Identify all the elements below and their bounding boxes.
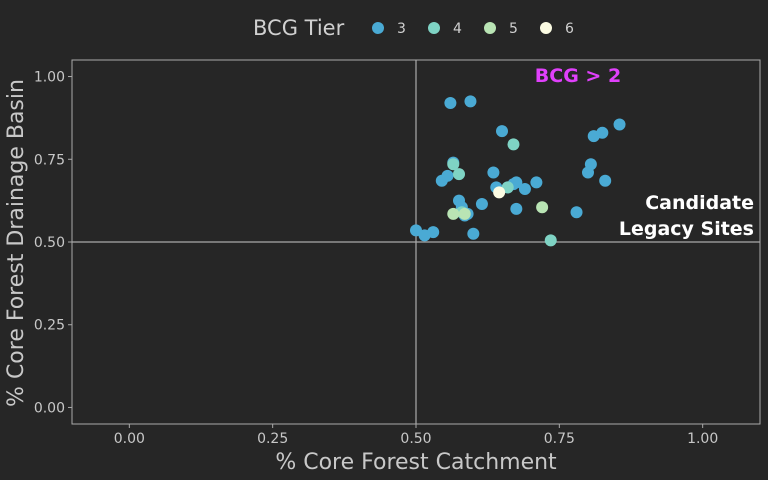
y-tick-label: 0.75 xyxy=(34,152,65,168)
y-tick-label: 0.50 xyxy=(34,235,65,251)
x-tick-label: 0.50 xyxy=(400,431,431,447)
legend: BCG Tier 3 4 5 6 xyxy=(253,16,574,40)
data-point-tier-3 xyxy=(613,118,626,131)
y-axis-title: % Core Forest Drainage Basin xyxy=(4,79,29,407)
x-tick-label: 1.00 xyxy=(687,431,718,447)
annotation-bcg-gt-2: BCG > 2 xyxy=(535,65,621,87)
legend-title: BCG Tier xyxy=(253,16,345,40)
y-tick-label: 1.00 xyxy=(34,70,65,86)
data-point-tier-5 xyxy=(447,207,460,220)
data-point-tier-3 xyxy=(444,97,457,110)
data-point-tier-3 xyxy=(487,166,500,179)
data-point-tier-3 xyxy=(510,202,523,215)
data-point-tier-3 xyxy=(496,125,508,138)
data-point-tier-4 xyxy=(453,168,465,181)
data-point-tier-3 xyxy=(596,126,609,139)
data-point-tier-4 xyxy=(507,138,520,151)
data-point-tier-3 xyxy=(599,174,612,187)
data-point-tier-3 xyxy=(518,183,531,196)
x-axis-title: % Core Forest Catchment xyxy=(275,450,557,475)
legend-key-3 xyxy=(372,22,384,34)
data-point-tier-5 xyxy=(536,201,549,214)
data-point-tier-3 xyxy=(467,227,480,240)
annotation-legacy-sites: Legacy Sites xyxy=(619,218,754,240)
y-tick-label: 0.25 xyxy=(34,318,65,334)
data-point-tier-3 xyxy=(427,226,440,239)
data-point-tier-3 xyxy=(530,176,543,189)
legend-key-6 xyxy=(540,22,552,34)
data-point-tier-5 xyxy=(458,207,471,220)
legend-key-5 xyxy=(484,22,496,34)
legend-label-6: 6 xyxy=(565,21,574,37)
x-tick-label: 0.25 xyxy=(257,431,288,447)
data-point-tier-4 xyxy=(447,158,460,171)
legend-label-3: 3 xyxy=(397,21,406,37)
legend-label-5: 5 xyxy=(509,21,518,37)
legend-key-4 xyxy=(428,22,440,34)
legend-label-4: 4 xyxy=(453,21,462,37)
data-point-tier-3 xyxy=(475,197,488,210)
data-point-tier-4 xyxy=(544,234,557,247)
data-point-tier-3 xyxy=(464,95,477,108)
x-tick-label: 0.75 xyxy=(544,431,575,447)
y-tick-label: 0.00 xyxy=(34,400,65,416)
data-point-tier-3 xyxy=(441,169,454,182)
data-point-tier-6 xyxy=(493,186,506,199)
x-tick-label: 0.00 xyxy=(114,431,145,447)
data-point-tier-3 xyxy=(570,206,583,219)
annotation-candidate: Candidate xyxy=(645,192,754,214)
data-point-tier-3 xyxy=(584,158,597,171)
